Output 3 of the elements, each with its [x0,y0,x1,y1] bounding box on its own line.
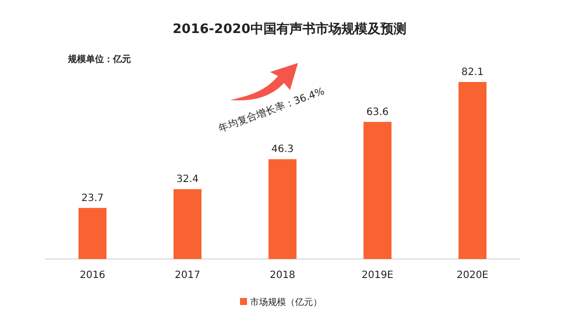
annotation: 规模单位：亿元 [68,55,131,65]
annotation: 年均复合增长率：36.4% [217,86,326,135]
title: 2016-2020中国有声书市场规模及预测 [172,22,406,37]
